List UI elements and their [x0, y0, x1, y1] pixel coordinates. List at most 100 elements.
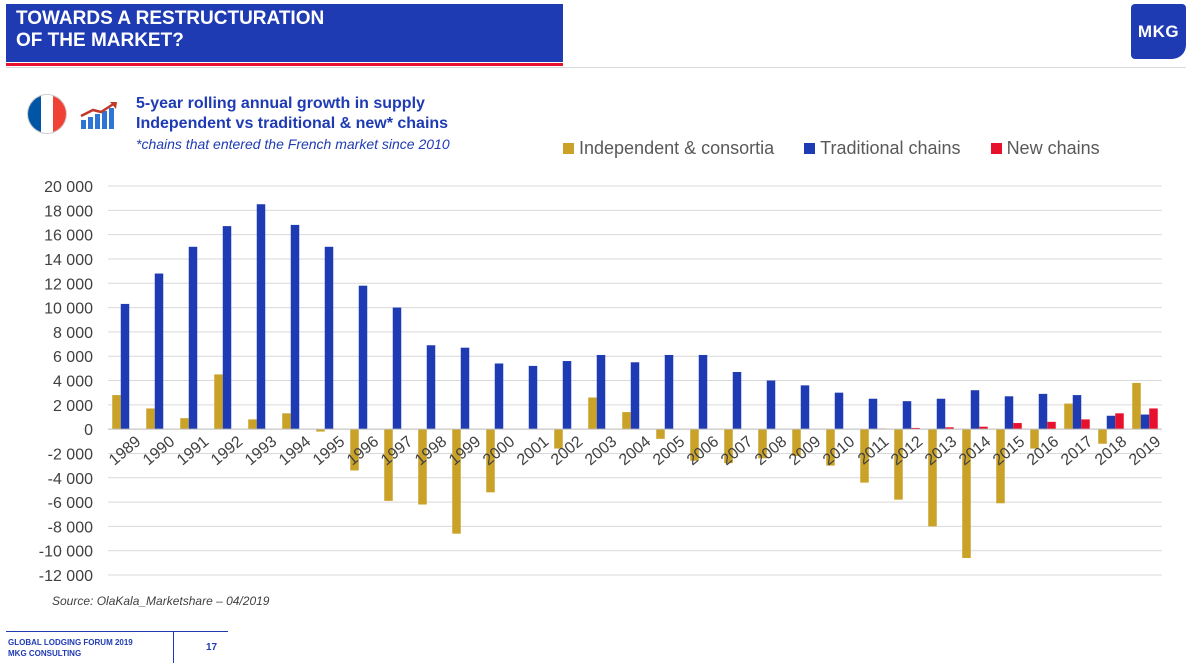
- x-tick-label: 2008: [752, 433, 790, 469]
- bar-new: [1047, 421, 1056, 430]
- mkg-logo: MKG: [1131, 4, 1186, 59]
- page-number: 17: [206, 642, 218, 653]
- bar-independent: [112, 395, 121, 430]
- legend-label-new: New chains: [1006, 138, 1100, 158]
- y-tick-label: -2 000: [48, 446, 93, 463]
- bar-traditional: [868, 398, 878, 430]
- bar-independent: [214, 374, 223, 430]
- bar-new: [1149, 408, 1158, 430]
- x-tick-label: 1993: [242, 433, 280, 469]
- subtitle-line2: Independent vs traditional & new* chains: [136, 115, 449, 132]
- bar-traditional: [834, 392, 844, 430]
- page-title-line2: OF THE MARKET?: [16, 30, 184, 51]
- title-bar: TOWARDS A RESTRUCTURATION OF THE MARKET?: [6, 4, 563, 62]
- bar-chart: 20 000 18 000 16 000 14 000 12 000 10 000 8 00…: [39, 179, 1165, 585]
- bar-traditional: [1140, 414, 1150, 430]
- bar-traditional: [698, 354, 708, 430]
- bar-independent: [588, 397, 597, 430]
- y-tick-label: 2 000: [53, 398, 93, 415]
- bar-new: [1081, 419, 1090, 430]
- bar-traditional: [596, 354, 606, 430]
- bar-independent: [826, 429, 835, 466]
- y-tick-label: 18 000: [44, 203, 93, 220]
- bar-independent: [1030, 429, 1039, 449]
- bar-traditional: [1106, 415, 1116, 430]
- bar-independent: [486, 429, 495, 493]
- title-underline: [6, 63, 563, 66]
- footer-separator: [173, 631, 174, 663]
- bar-new: [1115, 413, 1124, 430]
- x-tick-label: 1991: [174, 433, 212, 469]
- legend-swatch-new: [990, 143, 1002, 154]
- x-tick-label: 1996: [344, 433, 382, 469]
- bar-traditional: [460, 347, 470, 430]
- bar-traditional: [630, 362, 640, 430]
- bar-independent: [996, 429, 1005, 504]
- bar-independent: [1064, 403, 1073, 430]
- y-tick-label: 12 000: [44, 276, 93, 293]
- bar-traditional: [426, 345, 436, 430]
- bar-independent: [146, 408, 155, 430]
- bar-traditional: [902, 401, 912, 430]
- x-tick-label: 1999: [446, 433, 484, 469]
- bar-traditional: [154, 273, 164, 430]
- bar-traditional: [766, 380, 776, 430]
- bar-new: [979, 426, 988, 430]
- y-tick-label: 16 000: [44, 228, 93, 245]
- bar-independent: [962, 429, 971, 558]
- chart-footnote: *chains that entered the French market s…: [136, 136, 450, 152]
- bar-traditional: [392, 307, 402, 430]
- x-tick-label: 1992: [208, 433, 246, 469]
- bar-independent: [1132, 382, 1141, 430]
- y-tick-label: 6 000: [53, 349, 93, 366]
- flag-stripe-red: [53, 95, 66, 133]
- bar-traditional: [290, 224, 300, 430]
- y-tick-label: 4 000: [53, 374, 93, 391]
- bar-independent: [554, 429, 563, 449]
- source-note: Source: OlaKala_Marketshare – 04/2019: [52, 594, 270, 608]
- bar-traditional: [1038, 393, 1048, 430]
- x-tick-label: 2010: [820, 433, 858, 469]
- growth-chart-icon: [80, 101, 117, 129]
- x-tick-label: 2013: [922, 433, 960, 469]
- x-tick-label: 2006: [684, 433, 722, 469]
- legend-label-independent: Independent & consortia: [579, 138, 775, 158]
- bar-independent: [350, 429, 359, 471]
- y-tick-label: -12 000: [39, 568, 93, 585]
- legend-label-traditional: Traditional chains: [820, 138, 961, 158]
- bar-independent: [622, 412, 631, 430]
- bar-independent: [418, 429, 427, 505]
- x-tick-label: 1989: [106, 433, 144, 469]
- x-tick-label: 2016: [1024, 433, 1062, 469]
- legend-item-independent: Independent & consortia: [563, 138, 774, 159]
- bar-traditional: [1072, 395, 1082, 430]
- bar-traditional: [324, 246, 334, 430]
- x-tick-label: 2012: [888, 433, 926, 469]
- x-tick-label: 1998: [412, 433, 450, 469]
- bar-traditional: [528, 365, 538, 430]
- y-tick-label: 14 000: [44, 252, 93, 269]
- bar-traditional: [358, 285, 368, 430]
- bar-independent: [452, 429, 461, 534]
- legend-item-traditional: Traditional chains: [804, 138, 961, 159]
- bar-traditional: [120, 303, 130, 430]
- y-tick-label: -4 000: [48, 471, 93, 488]
- bar-independent: [248, 419, 257, 430]
- flag-stripe-white: [40, 95, 54, 133]
- bar-traditional: [222, 226, 232, 430]
- subtitle-line1: 5-year rolling annual growth in supply: [136, 95, 425, 112]
- bar-traditional: [970, 390, 980, 430]
- y-tick-label: -10 000: [39, 544, 93, 561]
- y-tick-label: -8 000: [48, 519, 93, 536]
- x-tick-label: 1990: [140, 433, 178, 469]
- footer-company: MKG CONSULTING: [8, 649, 82, 658]
- bar-independent: [1098, 429, 1107, 444]
- header-divider: [6, 67, 1186, 68]
- footer-divider: [6, 631, 228, 632]
- france-flag-icon: [28, 95, 66, 133]
- bar-independent: [724, 429, 733, 464]
- bar-traditional: [562, 361, 572, 430]
- bar-traditional: [800, 385, 810, 430]
- flag-stripe-blue: [28, 95, 41, 133]
- footer-event: GLOBAL LODGING FORUM 2019: [8, 638, 133, 647]
